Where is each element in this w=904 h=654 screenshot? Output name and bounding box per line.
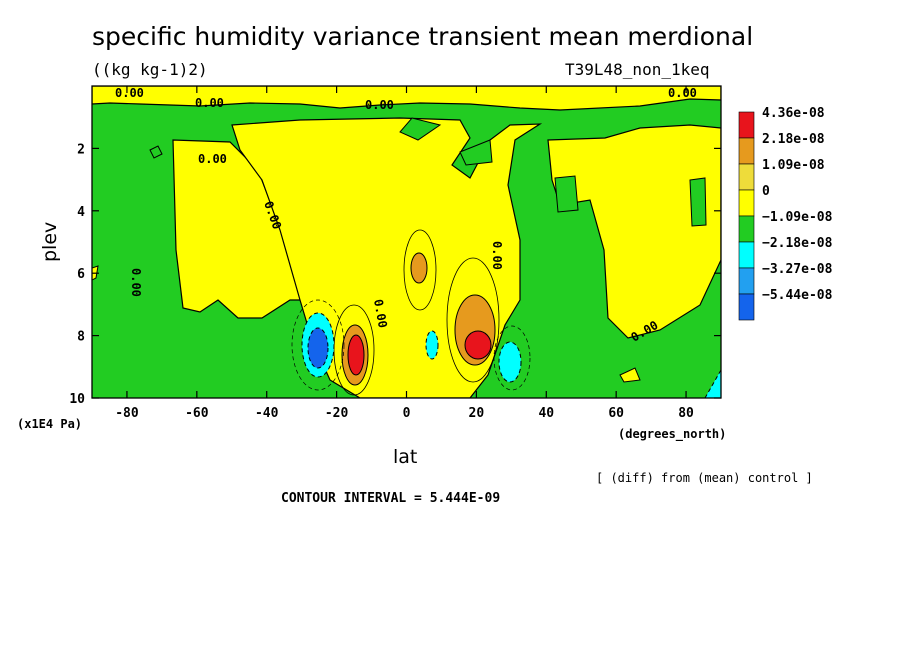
legend-swatch	[738, 137, 755, 165]
x-axis: -80 -60 -40 -20 0 20 40 60 80	[115, 86, 694, 421]
legend-label: 1.09e-08	[762, 158, 825, 173]
contour-line-upper	[403, 229, 437, 311]
x-tick-label: -60	[185, 406, 209, 421]
contour-label: 0.00	[129, 268, 143, 297]
legend-label: 2.18e-08	[762, 132, 825, 147]
legend-swatch	[738, 215, 755, 243]
y-tick-label: 10	[69, 392, 85, 407]
run-label: T39L48_non_1keq	[565, 60, 710, 79]
x-tick-label: 60	[608, 406, 624, 421]
contour-label: 0.00	[371, 298, 390, 329]
legend-swatch	[738, 163, 755, 191]
pocket-negative-2	[459, 139, 493, 166]
y-units-label: (x1E4 Pa)	[17, 417, 82, 431]
x-units-label: (degrees_north)	[618, 427, 726, 442]
x-axis-label: lat	[393, 446, 417, 468]
region-positive-top	[92, 86, 721, 111]
contour-dashed-right	[493, 325, 531, 391]
legend-swatch	[738, 293, 755, 321]
core-positive-left-inner	[347, 334, 365, 376]
contour-interval: CONTOUR INTERVAL = 5.444E-09	[281, 491, 500, 506]
legend-label: −2.18e-08	[762, 236, 833, 251]
footnote: [ (diff) from (mean) control ]	[596, 471, 813, 485]
y-axis-label: plev	[39, 222, 61, 262]
legend-swatch	[738, 111, 755, 139]
y-axis: 2 4 6 8 10	[69, 142, 721, 407]
core-negative-center	[425, 330, 439, 360]
contour-dashed-left	[291, 299, 345, 391]
x-tick-label: 0	[403, 406, 411, 421]
y-tick-label: 8	[77, 330, 85, 345]
region-negative-corner	[704, 368, 721, 398]
legend-label: 4.36e-08	[762, 106, 825, 121]
contour-label: 0.00	[198, 152, 227, 166]
x-tick-label: 80	[678, 406, 694, 421]
x-tick-label: 40	[538, 406, 554, 421]
legend-swatch	[738, 241, 755, 269]
core-positive-upper	[410, 252, 428, 284]
legend-swatch	[738, 267, 755, 295]
contour-label: 0.00	[490, 241, 504, 270]
pocket-negative-5	[149, 145, 163, 159]
x-tick-label: -40	[255, 406, 279, 421]
chart-title: specific humidity variance transient mea…	[92, 22, 753, 51]
x-tick-label: 20	[469, 406, 485, 421]
x-tick-label: -80	[115, 406, 139, 421]
core-negative-right	[498, 341, 522, 383]
region-positive-lower-right	[619, 367, 641, 383]
legend-label: −1.09e-08	[762, 210, 833, 225]
y-tick-label: 4	[77, 205, 85, 220]
y-tick-label: 6	[77, 267, 85, 282]
pocket-negative-3	[554, 175, 579, 213]
units-label: ((kg kg-1)2)	[92, 60, 208, 79]
colorbar-legend: 4.36e-08 2.18e-08 1.09e-08 0 −1.09e-08 −2.18e…	[738, 106, 833, 321]
pocket-negative-4	[689, 177, 707, 227]
contour-line-right	[446, 257, 500, 383]
contour-line-left	[333, 304, 375, 396]
legend-label: −5.44e-08	[762, 288, 833, 303]
legend-label: 0	[762, 184, 770, 199]
contour-label: 0.00	[365, 98, 394, 112]
y-tick-label: 2	[77, 142, 85, 157]
core-positive-right-inner	[464, 330, 492, 360]
legend-label: −3.27e-08	[762, 262, 833, 277]
x-tick-label: -20	[325, 406, 349, 421]
contour-label: 0.00	[195, 96, 224, 110]
contour-label: 0.00	[115, 86, 144, 100]
legend-swatch	[738, 189, 755, 217]
contour-field	[92, 86, 721, 398]
core-negative-left-inner	[307, 327, 329, 369]
pocket-negative-1	[399, 117, 442, 141]
contour-label: 0.00	[668, 86, 697, 100]
